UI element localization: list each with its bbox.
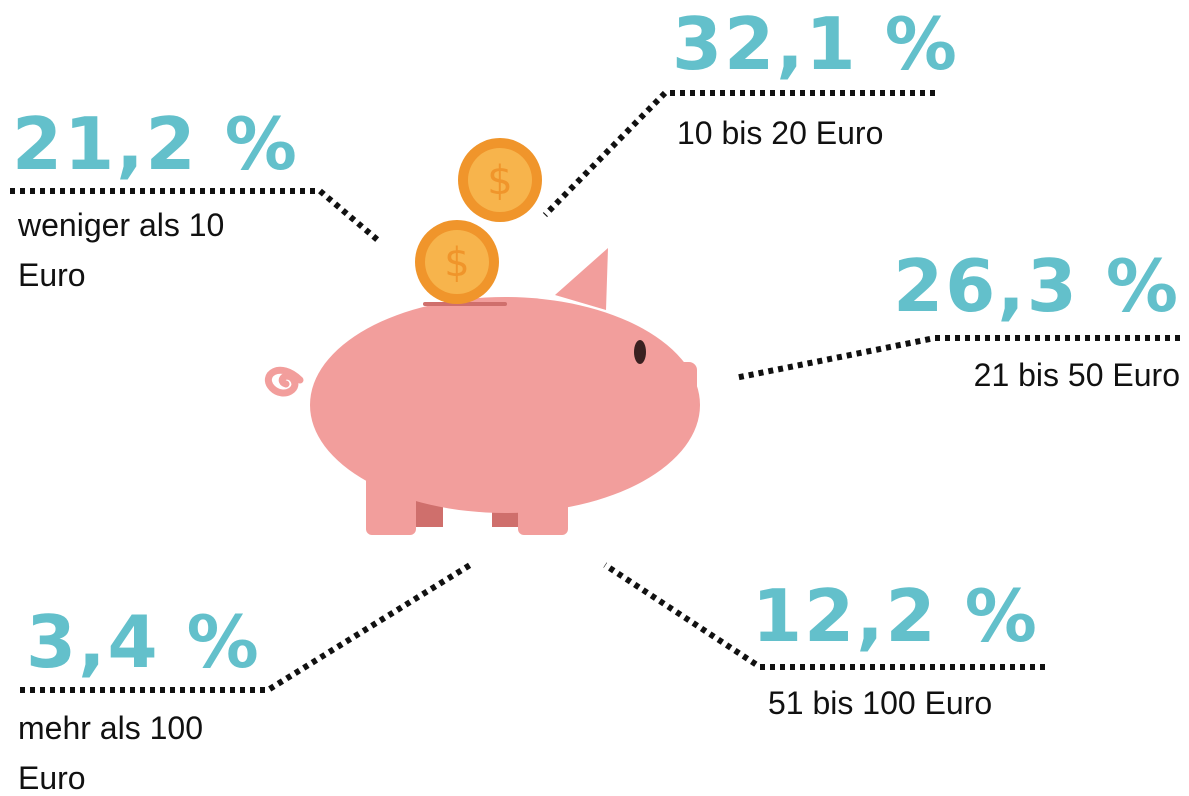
category-label: mehr als 100 Euro [18,703,258,796]
category-label: 10 bis 20 Euro [677,108,997,158]
infographic: $ $ 21,2 % weniger als 10 Euro 32,1 % 10… [0,0,1189,796]
category-label: 51 bis 100 Euro [768,678,1088,728]
percentage: 32,1 % [672,8,959,80]
coins: $ $ [415,138,542,304]
percentage: 21,2 % [12,108,299,180]
svg-text:$: $ [444,240,469,286]
svg-text:$: $ [487,158,512,204]
category-label: weniger als 10 Euro [18,200,278,300]
percentage: 3,4 % [26,606,261,678]
percentage: 12,2 % [752,580,1039,652]
percentage: 26,3 % [893,250,1180,322]
category-label: 21 bis 50 Euro [860,350,1180,400]
